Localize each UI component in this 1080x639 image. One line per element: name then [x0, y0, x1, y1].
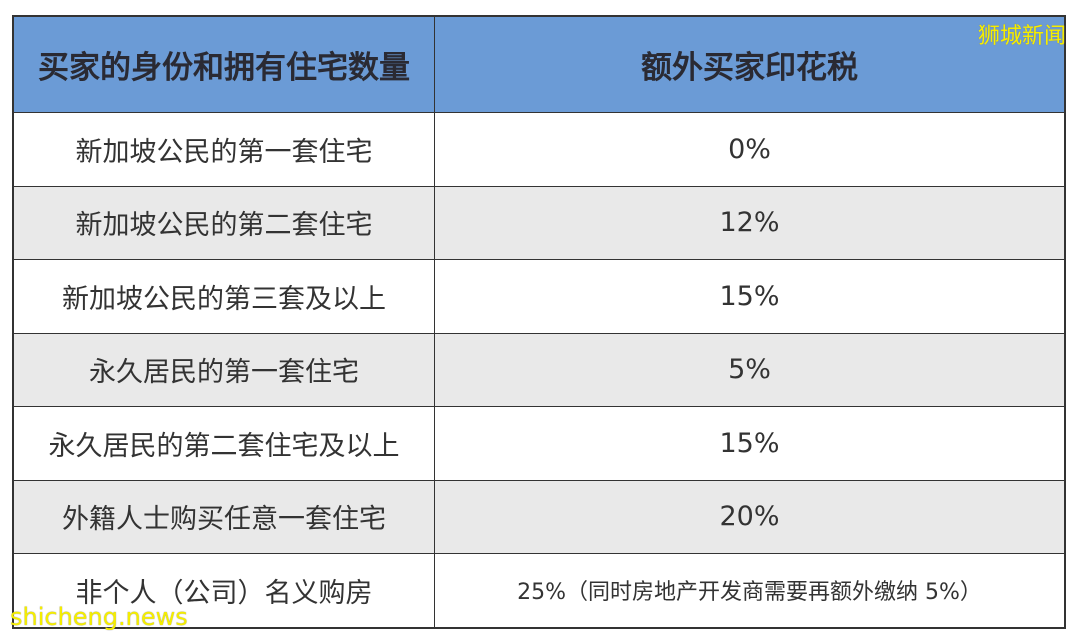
table-row: 外籍人士购买任意一套住宅 20% — [12, 479, 1066, 554]
rate-cell: 5% — [434, 332, 1066, 407]
table-row: 永久居民的第一套住宅 5% — [12, 332, 1066, 407]
buyer-cell: 新加坡公民的第二套住宅 — [12, 185, 435, 260]
table-row: 永久居民的第二套住宅及以上 15% — [12, 406, 1066, 481]
table-row: 非个人（公司）名义购房 25%（同时房地产开发商需要再额外缴纳 5%） — [12, 553, 1066, 628]
table-row: 新加坡公民的第三套及以上 15% — [12, 259, 1066, 334]
buyer-cell: 新加坡公民的第一套住宅 — [12, 112, 435, 187]
buyer-cell: 新加坡公民的第三套及以上 — [12, 259, 435, 334]
stamp-duty-table: 买家的身份和拥有住宅数量 额外买家印花税 新加坡公民的第一套住宅 0% 新加坡公民… — [12, 15, 1066, 629]
buyer-cell: 非个人（公司）名义购房 — [12, 553, 435, 628]
header-absd: 额外买家印花税 — [434, 15, 1066, 113]
rate-cell: 12% — [434, 185, 1066, 260]
header-row: 买家的身份和拥有住宅数量 额外买家印花税 — [12, 15, 1066, 113]
table-row: 新加坡公民的第二套住宅 12% — [12, 185, 1066, 260]
buyer-cell: 永久居民的第二套住宅及以上 — [12, 406, 435, 481]
rate-cell: 20% — [434, 479, 1066, 554]
buyer-cell: 永久居民的第一套住宅 — [12, 332, 435, 407]
rate-cell: 25%（同时房地产开发商需要再额外缴纳 5%） — [434, 553, 1066, 628]
table-row: 新加坡公民的第一套住宅 0% — [12, 112, 1066, 187]
rate-cell: 15% — [434, 259, 1066, 334]
buyer-cell: 外籍人士购买任意一套住宅 — [12, 479, 435, 554]
watermark-top: 狮城新闻 — [977, 24, 1066, 49]
header-buyer-profile: 买家的身份和拥有住宅数量 — [12, 15, 435, 113]
rate-cell: 0% — [434, 112, 1066, 187]
rate-cell: 15% — [434, 406, 1066, 481]
watermark-bottom: shicheng.news — [10, 603, 188, 631]
